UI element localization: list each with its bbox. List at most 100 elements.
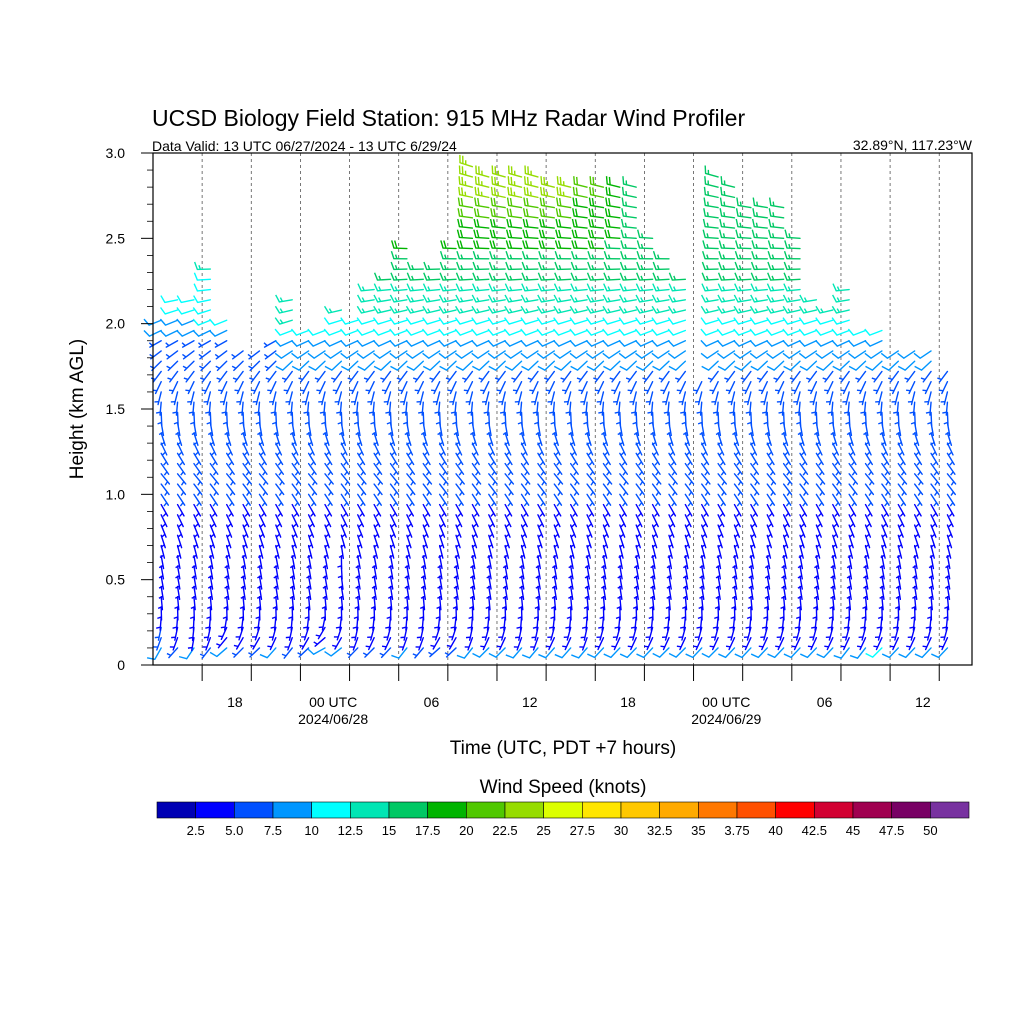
wind-barb (488, 503, 496, 517)
barb-half-feather (568, 585, 573, 589)
wind-barb (779, 606, 785, 621)
barb-shaft (438, 473, 449, 485)
wind-barb (173, 606, 179, 621)
barb-shaft (455, 596, 458, 611)
barb-half-feather (520, 441, 525, 446)
barb-shaft (586, 575, 591, 590)
barb-feather (405, 317, 412, 325)
wind-barb (617, 575, 623, 590)
barb-half-feather (473, 451, 478, 456)
barb-shaft (160, 575, 165, 590)
barb-shaft (757, 360, 768, 371)
barb-half-feather (693, 389, 698, 392)
barb-half-feather (427, 286, 431, 291)
barb-shaft (623, 329, 637, 336)
wind-barb (636, 647, 654, 659)
barb-half-feather (420, 585, 426, 589)
barb-shaft (610, 647, 621, 659)
barb-feather (489, 240, 493, 249)
barb-shaft (438, 411, 441, 427)
barb-shaft (373, 524, 380, 538)
barb-shaft (737, 236, 752, 240)
barb-shaft (267, 370, 277, 383)
barb-shaft (668, 483, 678, 496)
barb-shaft (433, 380, 441, 395)
barb-shaft (226, 483, 236, 496)
barb-shaft (357, 503, 365, 517)
wind-barb (216, 370, 228, 383)
wind-barb (307, 514, 315, 528)
wind-barb (307, 350, 326, 359)
barb-shaft (619, 524, 626, 538)
barb-shaft (606, 319, 621, 325)
wind-barb (406, 261, 424, 271)
barb-half-feather (519, 564, 524, 569)
barb-half-feather (166, 365, 171, 369)
barb-shaft (782, 503, 791, 517)
barb-half-feather (232, 377, 238, 381)
barb-shaft (340, 596, 344, 611)
barb-half-feather (752, 461, 757, 466)
barb-feather (208, 330, 216, 337)
wind-barb (307, 647, 326, 655)
barb-half-feather (556, 461, 561, 466)
barb-feather (491, 176, 494, 185)
barb-half-feather (427, 297, 431, 302)
barb-half-feather (508, 491, 512, 496)
barb-feather (489, 250, 493, 259)
wind-barb (291, 473, 302, 486)
barb-half-feather (463, 389, 469, 392)
barb-feather (553, 317, 559, 325)
barb-shaft (226, 514, 234, 528)
barb-shaft (629, 380, 637, 395)
barb-shaft (753, 278, 768, 281)
wind-barb (419, 596, 426, 611)
wind-barb (404, 575, 410, 590)
barb-feather (493, 208, 496, 217)
barb-shaft (209, 555, 214, 570)
barb-shaft (711, 380, 719, 395)
barb-shaft (258, 503, 267, 517)
barb-half-feather (632, 616, 637, 620)
barb-shaft (557, 299, 572, 303)
wind-barb (185, 380, 195, 395)
barb-half-feather (442, 471, 446, 476)
wind-barb (438, 452, 448, 466)
wind-barb (321, 411, 327, 427)
barb-half-feather (279, 481, 283, 486)
barb-half-feather (755, 222, 758, 228)
barb-half-feather (605, 461, 610, 466)
wind-barb (714, 411, 720, 427)
barb-feather (456, 261, 461, 270)
wind-barb (368, 401, 375, 416)
wind-barb (593, 370, 605, 383)
barb-half-feather (257, 575, 262, 579)
barb-half-feather (165, 342, 170, 347)
barb-half-feather (739, 212, 742, 217)
wind-barb (153, 636, 162, 651)
wind-barb (176, 544, 182, 559)
barb-shaft (165, 340, 179, 348)
wind-barb (750, 503, 758, 517)
barb-half-feather (672, 297, 677, 302)
barb-half-feather (583, 606, 589, 610)
wind-barb (504, 503, 513, 517)
wind-barb (340, 534, 346, 549)
barb-shaft (586, 596, 589, 611)
wind-barb (518, 585, 525, 601)
wind-barb (619, 473, 629, 486)
barb-half-feather (347, 377, 352, 381)
barb-half-feather (714, 616, 719, 620)
wind-barb (190, 411, 196, 427)
barb-shaft (495, 647, 506, 658)
barb-shaft (597, 380, 605, 395)
barb-shaft (372, 401, 375, 416)
wind-barb (504, 493, 514, 507)
barb-half-feather (785, 512, 790, 517)
barb-shaft (193, 555, 198, 570)
wind-barb (258, 503, 267, 517)
wind-barb (603, 272, 621, 281)
barb-feather (602, 317, 608, 325)
barb-feather (635, 365, 644, 371)
barb-half-feather (342, 523, 347, 528)
